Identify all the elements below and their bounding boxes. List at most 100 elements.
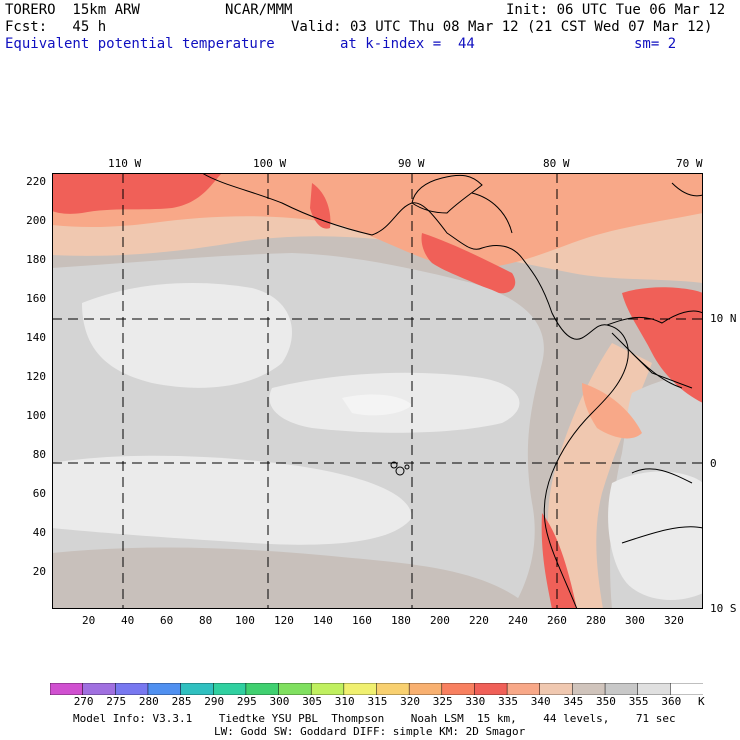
colorbar-label: 360 xyxy=(661,695,682,708)
x-tick: 20 xyxy=(82,614,96,627)
x-tick: 260 xyxy=(547,614,567,627)
colorbar-label: 285 xyxy=(171,695,192,708)
x-tick: 140 xyxy=(313,614,333,627)
x-tick: 220 xyxy=(469,614,489,627)
forecast-hour: Fcst: 45 h xyxy=(5,19,107,35)
colorbar-swatch xyxy=(147,683,182,695)
field-hot-northwest xyxy=(52,173,222,214)
colorbar-label: 340 xyxy=(530,695,551,708)
y-tick: 60 xyxy=(32,487,46,500)
field-amazon-light xyxy=(608,471,703,600)
y-tick: 180 xyxy=(26,253,46,266)
theta-e-map xyxy=(52,173,703,609)
colorbar-label: 270 xyxy=(73,695,94,708)
colorbar-swatch xyxy=(115,683,149,695)
x-tick: 320 xyxy=(664,614,684,627)
model-label: TORERO 15km ARW xyxy=(5,2,140,18)
lon-label-90w: 90 W xyxy=(398,157,425,170)
colorbar-label: 345 xyxy=(563,695,584,708)
lat-label-0: 0 xyxy=(710,457,717,470)
x-tick: 100 xyxy=(235,614,255,627)
level-label: at k-index = 44 xyxy=(340,36,475,52)
y-tick: 160 xyxy=(26,292,46,305)
colorbar-label: 310 xyxy=(334,695,355,708)
x-tick: 60 xyxy=(160,614,174,627)
colorbar-label: 325 xyxy=(432,695,453,708)
colorbar-label: 305 xyxy=(302,695,323,708)
y-tick: 220 xyxy=(26,175,46,188)
lat-label-10n: 10 N xyxy=(710,312,737,325)
x-tick: 160 xyxy=(352,614,372,627)
field-andes-warm xyxy=(547,343,652,609)
y-tick: 200 xyxy=(26,214,46,227)
colorbar-swatch xyxy=(82,683,117,695)
colorbar-swatch xyxy=(670,683,703,695)
colorbar-swatch xyxy=(278,683,312,695)
y-tick: 100 xyxy=(26,409,46,422)
colorbar-swatch xyxy=(637,683,672,695)
field-light-1 xyxy=(82,283,292,388)
lon-label-100w: 100 W xyxy=(253,157,287,170)
x-tick: 280 xyxy=(586,614,606,627)
colorbar-label: 290 xyxy=(204,695,225,708)
y-tick: 120 xyxy=(26,370,46,383)
colorbar-label: 350 xyxy=(596,695,616,708)
model-info-line1: Model Info: V3.3.1 Tiedtke YSU PBL Thomp… xyxy=(73,712,676,725)
colorbar-label: 320 xyxy=(400,695,420,708)
colorbar-label: 280 xyxy=(138,695,159,708)
y-tick: 140 xyxy=(26,331,46,344)
y-tick: 40 xyxy=(32,526,46,539)
colorbar-swatch xyxy=(376,683,410,695)
x-tick: 180 xyxy=(391,614,411,627)
field-light-3 xyxy=(52,455,412,545)
lat-lon-grid xyxy=(52,173,703,609)
field-warm-coast xyxy=(52,173,703,269)
x-tick: 300 xyxy=(625,614,645,627)
model-info-line2: LW: Godd SW: Goddard DIFF: simple KM: 2D… xyxy=(214,725,526,738)
valid-time: Valid: 03 UTC Thu 08 Mar 12 (21 CST Wed … xyxy=(291,19,713,35)
colorbar-swatch xyxy=(474,683,508,695)
colorbar-label: 335 xyxy=(498,695,518,708)
map-frame xyxy=(52,173,703,609)
galapagos-islands xyxy=(390,461,410,476)
colorbar-label: 315 xyxy=(367,695,388,708)
center-label: NCAR/MMM xyxy=(225,2,293,18)
field-caribbean-hot xyxy=(622,287,703,403)
colorbar-unit: K xyxy=(698,695,705,708)
x-tick: 120 xyxy=(274,614,294,627)
colorbar-label: 330 xyxy=(465,695,486,708)
lon-label-70w: 70 W xyxy=(676,157,703,170)
colorbar-swatch xyxy=(213,683,247,695)
colorbar-label: 300 xyxy=(269,695,290,708)
colorbar-swatch xyxy=(506,683,541,695)
colorbar-swatch xyxy=(180,683,215,695)
x-tick: 80 xyxy=(199,614,213,627)
field-light-4 xyxy=(342,394,412,416)
field-hot-central-america xyxy=(421,233,516,294)
colorbar-swatch xyxy=(572,683,606,695)
lon-label-110w: 110 W xyxy=(108,157,142,170)
colorbar-swatch xyxy=(604,683,639,695)
field-caribbean-warm xyxy=(582,383,642,439)
colorbar-swatch xyxy=(343,683,378,695)
x-tick: 240 xyxy=(508,614,528,627)
field-name: Equivalent potential temperature xyxy=(5,36,275,52)
smoothing-label: sm= 2 xyxy=(634,36,677,52)
coastlines xyxy=(201,173,703,609)
x-tick: 40 xyxy=(121,614,135,627)
colorbar-swatch xyxy=(50,683,84,695)
colorbar-swatch xyxy=(539,683,574,695)
colorbar-label: 295 xyxy=(236,695,257,708)
x-tick: 200 xyxy=(430,614,450,627)
y-tick: 20 xyxy=(32,565,46,578)
colorbar-swatch xyxy=(310,683,345,695)
colorbar-swatch xyxy=(408,683,443,695)
colorbar-label: 275 xyxy=(106,695,127,708)
colorbar-swatch xyxy=(441,683,476,695)
colorbar xyxy=(50,683,703,695)
init-time: Init: 06 UTC Tue 06 Mar 12 xyxy=(506,2,726,18)
field-andes-hot xyxy=(541,513,577,609)
colorbar-swatch xyxy=(245,683,280,695)
lat-label-10s: 10 S xyxy=(710,602,737,615)
lon-label-80w: 80 W xyxy=(543,157,570,170)
